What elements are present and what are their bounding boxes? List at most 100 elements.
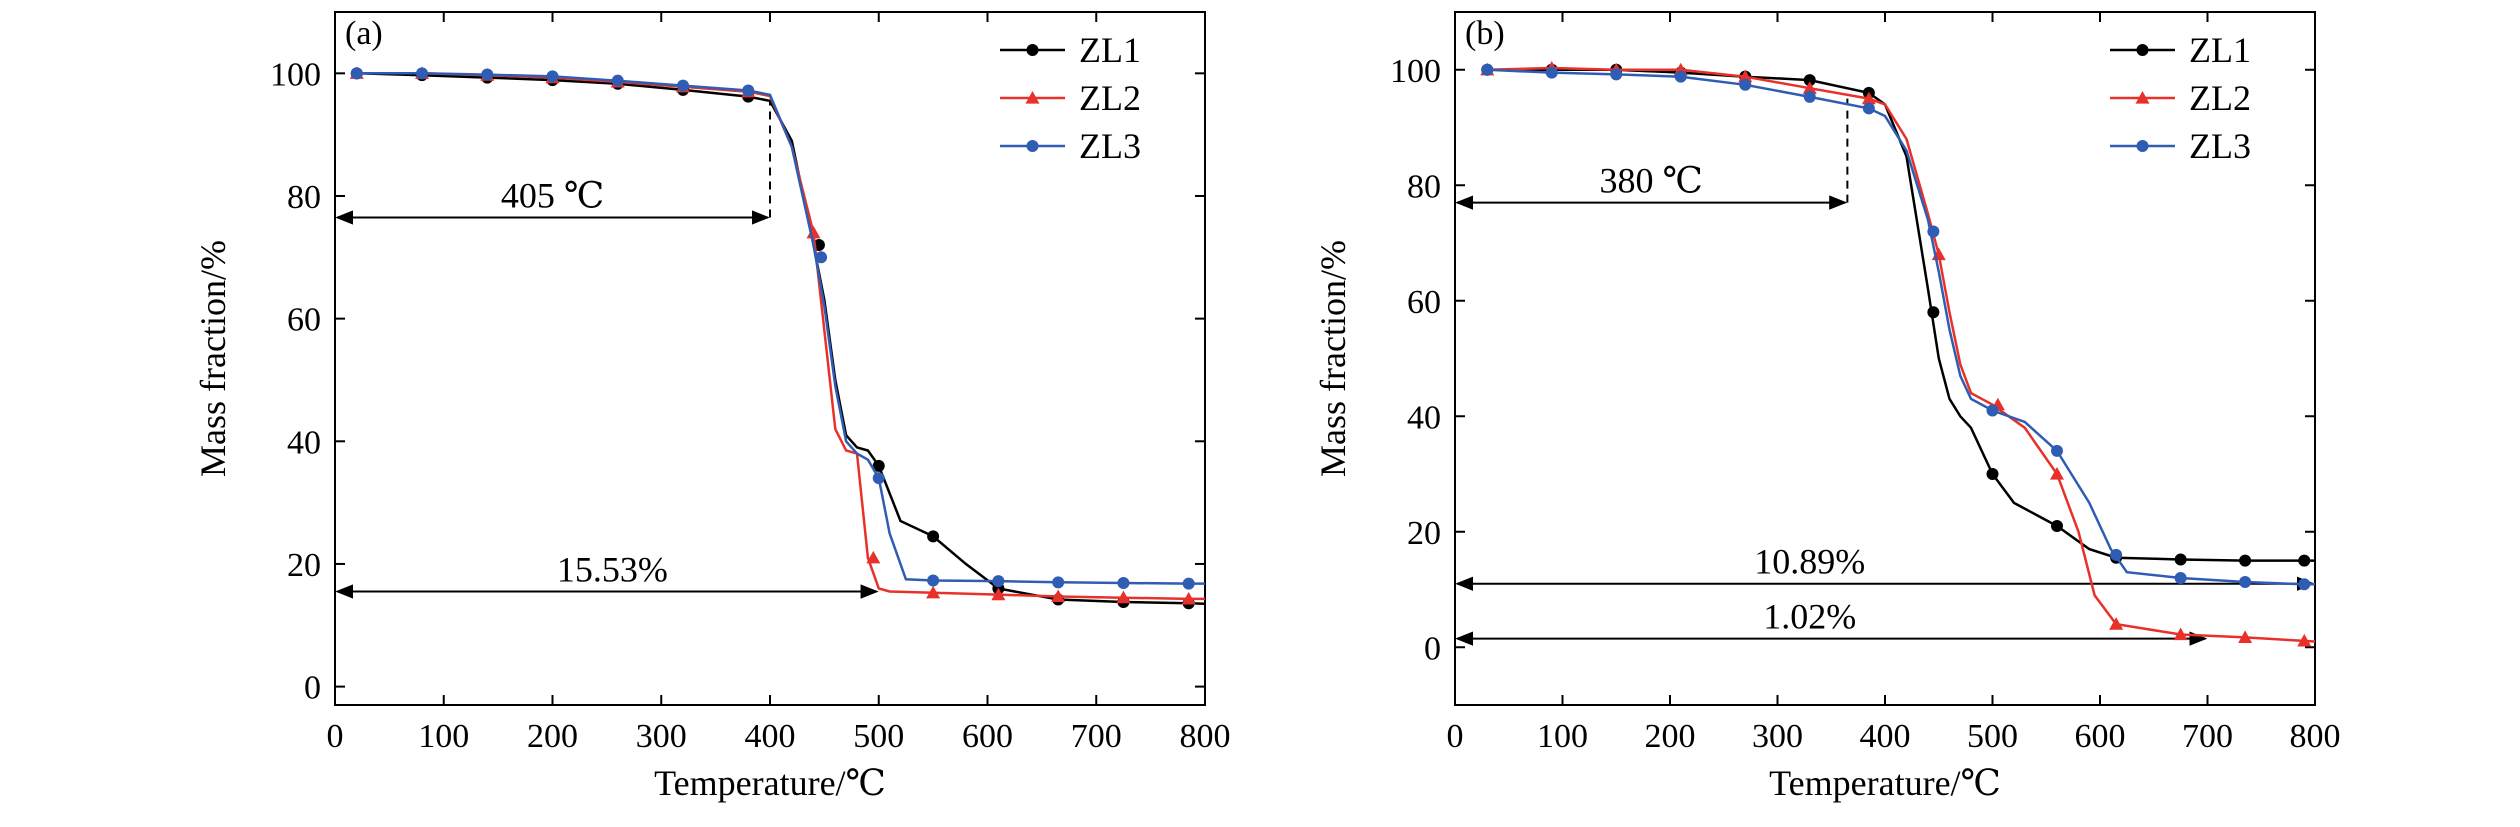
annotation-label: 380 ℃: [1600, 161, 1703, 201]
x-axis-label: Temperature/℃: [1769, 763, 2001, 803]
data-point-zl3: [815, 251, 828, 264]
data-point-zl3: [1862, 102, 1875, 115]
annotation-label: 405 ℃: [501, 175, 604, 215]
legend-label-zl2: ZL2: [1079, 78, 1141, 118]
x-tick-label: 800: [1180, 718, 1231, 755]
data-point-zl3: [1927, 225, 1940, 238]
legend-label-zl1: ZL1: [2189, 30, 2251, 70]
x-tick-label: 100: [1537, 718, 1588, 755]
data-point-zl1: [2174, 553, 2187, 566]
data-point-zl3: [1481, 63, 1494, 76]
data-point-zl3: [677, 79, 689, 92]
series-zl2: [349, 66, 1205, 605]
y-tick-label: 20: [287, 547, 321, 584]
data-point-zl2: [1861, 91, 1876, 105]
data-point-zl2: [926, 585, 941, 599]
data-point-zl3: [1739, 78, 1752, 91]
data-point-zl2: [1116, 590, 1131, 604]
x-tick-label: 600: [2075, 718, 2126, 755]
data-point-zl3: [1610, 68, 1623, 81]
x-tick-label: 300: [636, 718, 687, 755]
y-tick-label: 60: [1407, 284, 1441, 321]
x-tick-label: 200: [1645, 718, 1696, 755]
x-tick-label: 0: [327, 718, 344, 755]
data-point-zl3: [546, 70, 559, 83]
data-point-zl2: [1738, 69, 1753, 83]
series-line-zl1: [356, 72, 1206, 606]
annotation-label: 15.53%: [557, 550, 668, 590]
data-point-zl3: [481, 68, 494, 81]
data-point-zl2: [2238, 630, 2253, 644]
data-point-zl2: [1802, 81, 1817, 94]
data-point-zl2: [2297, 633, 2312, 647]
data-point-zl1: [2051, 519, 2063, 532]
series-zl1: [350, 67, 1206, 610]
data-point-zl3: [2110, 548, 2123, 561]
x-tick-label: 500: [853, 718, 904, 755]
legend-label-zl3: ZL3: [2189, 126, 2251, 166]
x-tick-label: 700: [1071, 718, 1122, 755]
x-tick-label: 800: [2290, 718, 2341, 755]
data-point-zl3: [350, 67, 363, 80]
series-line-zl3: [356, 72, 1205, 585]
legend-label-zl3: ZL3: [1079, 126, 1141, 166]
data-point-zl1: [2298, 554, 2311, 567]
x-axis-label: Temperature/℃: [654, 763, 886, 803]
legend-marker-zl2: [2135, 91, 2150, 104]
data-point-zl3: [872, 472, 885, 485]
x-tick-label: 400: [745, 718, 796, 755]
x-tick-label: 500: [1967, 718, 2018, 755]
y-axis-label: Mass fraction/%: [1313, 240, 1353, 477]
y-tick-label: 40: [1407, 399, 1441, 436]
data-point-zl3: [742, 84, 755, 97]
y-tick-label: 20: [1407, 515, 1441, 552]
data-point-zl2: [991, 587, 1006, 601]
data-point-zl3: [2051, 444, 2063, 457]
data-point-zl1: [872, 459, 885, 472]
legend: ZL1 ZL2 ZL3: [2110, 30, 2251, 166]
data-point-zl3: [992, 575, 1005, 588]
annotation-label: 1.02%: [1763, 597, 1856, 637]
x-tick-label: 100: [418, 718, 469, 755]
x-tick-label: 300: [1752, 718, 1803, 755]
data-point-zl3: [1052, 576, 1065, 589]
data-point-zl3: [611, 74, 624, 87]
data-point-zl2: [866, 550, 881, 564]
x-tick-label: 0: [1447, 718, 1464, 755]
data-point-zl3: [1117, 576, 1130, 589]
y-tick-label: 80: [287, 179, 321, 216]
chart-panel-a: 0 100 200 300 400 500 600 700 800 0 20 40 60 80 100 Tem…: [193, 11, 1231, 803]
series-line-zl3: [1487, 68, 2315, 586]
y-tick-label: 100: [1390, 53, 1441, 90]
annotation-label: 10.89%: [1754, 542, 1865, 582]
data-point-zl3: [2298, 578, 2311, 591]
data-point-zl2: [2109, 617, 2124, 630]
data-point-zl3: [2174, 571, 2187, 584]
data-point-zl3: [1803, 90, 1816, 103]
data-point-zl1: [1986, 468, 1999, 480]
data-point-zl3: [927, 574, 940, 587]
data-point-zl1: [1927, 306, 1940, 319]
x-tick-label: 600: [962, 718, 1013, 755]
series-line-zl2: [356, 72, 1205, 601]
y-tick-label: 60: [287, 302, 321, 339]
y-tick-label: 80: [1407, 168, 1441, 205]
data-point-zl3: [1674, 70, 1687, 83]
data-point-zl2: [806, 225, 821, 239]
panel-label: (a): [345, 15, 383, 52]
y-tick-label: 0: [304, 670, 321, 707]
legend-marker-zl1: [1026, 44, 1039, 56]
legend: ZL1 ZL2 ZL3: [1000, 30, 1141, 166]
legend-marker-zl1: [2136, 44, 2149, 56]
series-line-zl2: [1487, 66, 2316, 643]
data-point-zl3: [1986, 404, 1999, 417]
legend-marker-zl3: [2136, 140, 2149, 152]
y-tick-label: 100: [270, 56, 321, 93]
legend-label-zl1: ZL1: [1079, 30, 1141, 70]
legend-label-zl2: ZL2: [2189, 78, 2251, 118]
data-point-zl3: [2239, 575, 2252, 588]
data-point-zl3: [1182, 577, 1195, 590]
data-point-zl1: [927, 530, 940, 543]
series-zl3: [350, 67, 1205, 590]
